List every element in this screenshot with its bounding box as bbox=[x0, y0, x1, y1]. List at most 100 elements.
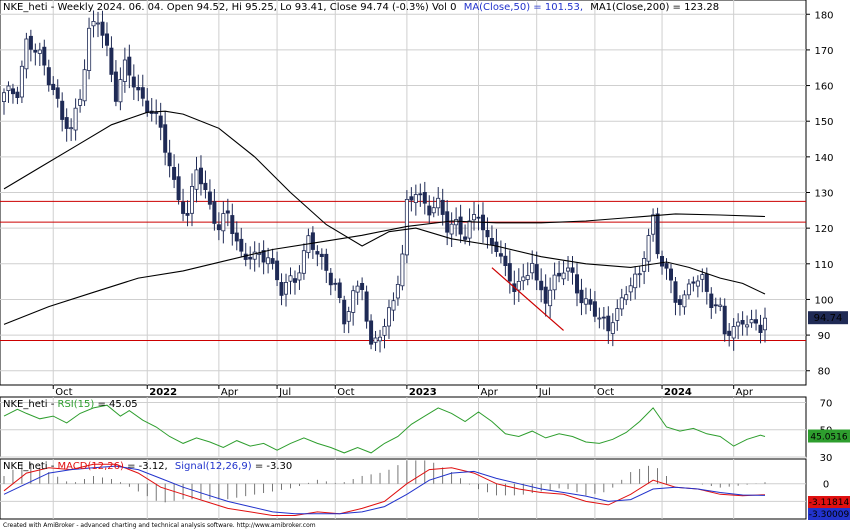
candle bbox=[140, 87, 145, 99]
candle bbox=[198, 167, 203, 185]
candle bbox=[73, 107, 78, 131]
candle bbox=[42, 46, 47, 66]
x-tick-label: Jul bbox=[538, 387, 551, 398]
candle bbox=[207, 191, 212, 205]
candle bbox=[109, 47, 114, 75]
signal-line bbox=[3, 465, 766, 515]
candle bbox=[319, 253, 324, 258]
candle bbox=[552, 274, 557, 291]
candle bbox=[485, 229, 490, 238]
candle bbox=[400, 253, 405, 287]
candle bbox=[328, 272, 333, 286]
candle bbox=[279, 281, 284, 296]
x-tick-label: Oct bbox=[55, 387, 72, 398]
candle bbox=[225, 210, 230, 214]
candle bbox=[364, 291, 369, 322]
candle bbox=[655, 213, 660, 255]
candle bbox=[521, 276, 526, 282]
macd-line bbox=[3, 463, 766, 516]
candle bbox=[548, 289, 553, 307]
candle bbox=[261, 250, 266, 263]
signal-badge-text: -3.30009 bbox=[809, 510, 850, 520]
candle bbox=[105, 33, 110, 46]
candle bbox=[427, 205, 432, 216]
x-tick-label: 2022 bbox=[149, 387, 177, 398]
y-tick-label: 140 bbox=[814, 153, 833, 164]
candle bbox=[337, 282, 342, 298]
candle bbox=[395, 283, 400, 299]
candle bbox=[588, 299, 593, 305]
candle bbox=[651, 214, 656, 235]
candle bbox=[266, 257, 271, 265]
candle bbox=[664, 263, 669, 269]
candle bbox=[704, 273, 709, 292]
candle bbox=[431, 207, 436, 214]
candle bbox=[458, 216, 463, 235]
macd-badge-text: -3.11814 bbox=[809, 498, 850, 508]
y-tick-label: 180 bbox=[814, 10, 833, 21]
candle bbox=[695, 280, 700, 287]
candle bbox=[230, 215, 235, 235]
ma50-line bbox=[3, 110, 766, 295]
y-tick-label: 130 bbox=[814, 189, 833, 200]
candle bbox=[2, 92, 7, 102]
candle bbox=[248, 256, 253, 260]
macd-y-tick-label: 0 bbox=[823, 480, 829, 491]
candle bbox=[194, 169, 199, 190]
candle bbox=[539, 280, 544, 291]
rsi-y-tick-label: 70 bbox=[820, 398, 833, 409]
x-tick-label: Oct bbox=[337, 387, 354, 398]
candle bbox=[686, 283, 691, 296]
candle bbox=[46, 67, 51, 86]
macd-prefix: NKE_heti - bbox=[3, 461, 58, 472]
candle bbox=[758, 324, 763, 334]
candle bbox=[91, 20, 96, 27]
candle bbox=[740, 319, 745, 325]
candle bbox=[391, 300, 396, 311]
candle bbox=[301, 250, 306, 274]
candle bbox=[55, 87, 60, 99]
signal-badge: -3.30009 bbox=[808, 508, 850, 520]
candle bbox=[557, 272, 562, 277]
y-tick-label: 170 bbox=[814, 46, 833, 57]
candle bbox=[660, 255, 665, 267]
signal-value: = -3.30 bbox=[255, 461, 292, 472]
candle bbox=[467, 220, 472, 239]
rsi-panel-frame bbox=[0, 396, 807, 458]
x-tick-label: 2023 bbox=[409, 387, 437, 398]
candle bbox=[745, 324, 750, 328]
signal-label: Signal(12,26,9) bbox=[175, 461, 252, 472]
candle bbox=[373, 337, 378, 343]
candle bbox=[575, 274, 580, 294]
candle bbox=[436, 197, 441, 209]
candle bbox=[333, 282, 338, 285]
candle bbox=[15, 91, 20, 98]
candle bbox=[221, 213, 226, 232]
x-tick-label: Oct bbox=[597, 387, 614, 398]
rsi-value: = 45.05 bbox=[97, 399, 137, 410]
candle bbox=[324, 253, 329, 271]
rsi-badge-text: 45.0516 bbox=[810, 433, 847, 443]
candle bbox=[409, 196, 414, 201]
candle bbox=[516, 280, 521, 291]
ma200-line bbox=[3, 213, 766, 325]
credit-line: Created with AmiBroker - advanced charti… bbox=[3, 522, 316, 529]
y-tick-label: 150 bbox=[814, 117, 833, 128]
candle bbox=[127, 56, 132, 76]
candle bbox=[498, 253, 503, 257]
candle bbox=[561, 272, 566, 280]
candle bbox=[749, 319, 754, 324]
candle bbox=[19, 65, 24, 98]
candle bbox=[543, 286, 548, 304]
candle bbox=[163, 124, 168, 153]
candle bbox=[239, 238, 244, 252]
candle bbox=[145, 100, 150, 113]
candle bbox=[583, 298, 588, 305]
candle bbox=[252, 251, 257, 260]
candle bbox=[736, 321, 741, 327]
candle bbox=[476, 216, 481, 219]
candle bbox=[64, 117, 69, 129]
rsi-prefix: NKE_heti - bbox=[3, 399, 58, 410]
candle bbox=[369, 320, 374, 345]
